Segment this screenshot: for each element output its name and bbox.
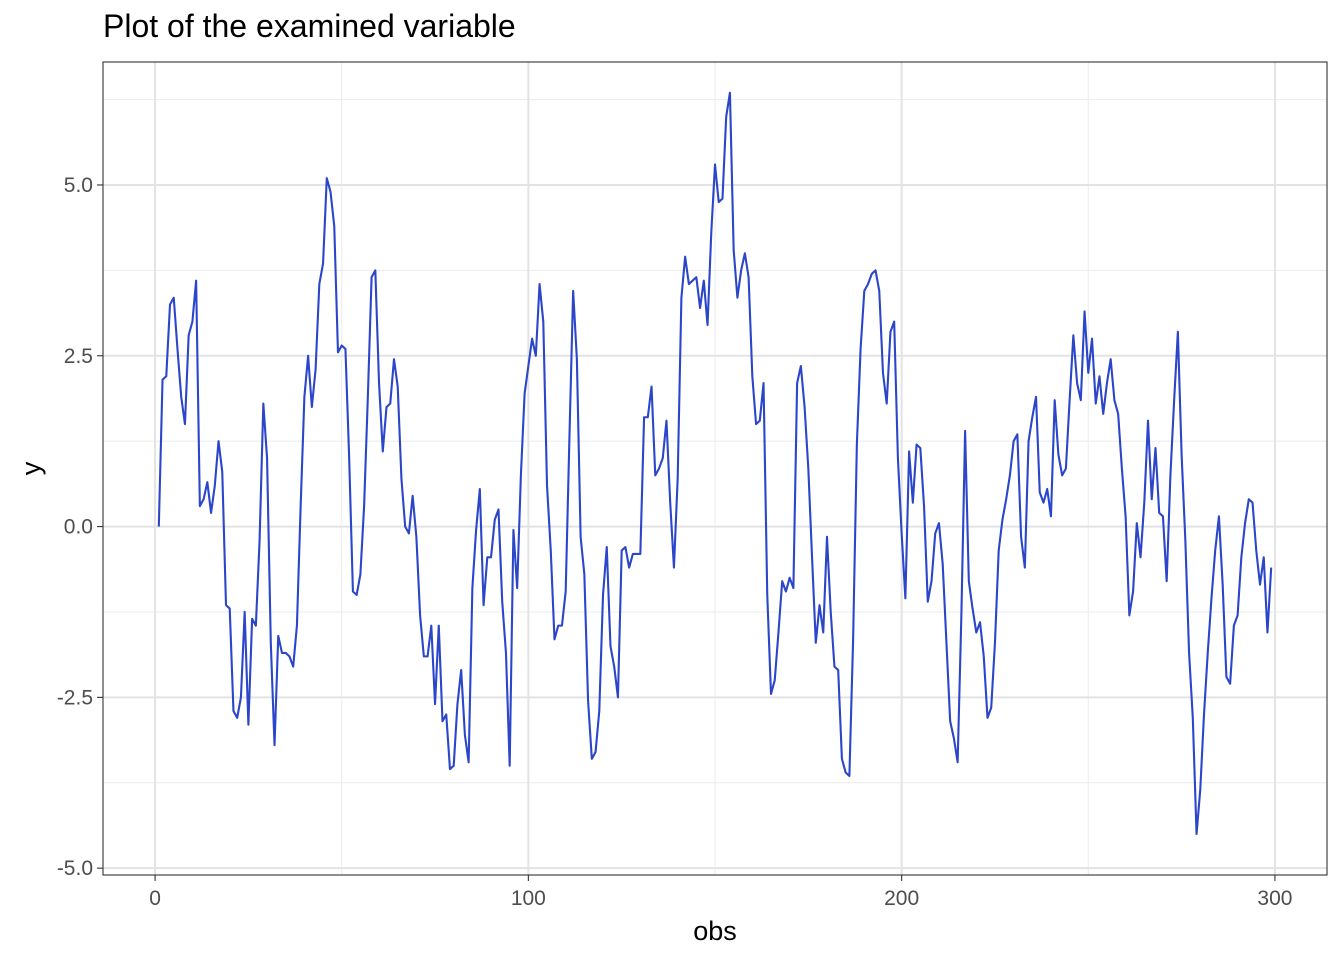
y-axis-ticks: -5.0 -2.5 0.0 2.5 5.0 [57, 174, 103, 880]
y-axis-label: y [16, 461, 46, 475]
chart-title: Plot of the examined variable [103, 8, 516, 44]
x-tick-label: 300 [1257, 887, 1292, 910]
x-tick-label: 200 [884, 887, 919, 910]
x-axis-label: obs [693, 916, 737, 946]
x-axis-ticks: 0 100 200 300 [149, 875, 1292, 910]
y-tick-label: -2.5 [57, 686, 93, 709]
y-tick-label: -5.0 [57, 857, 93, 880]
major-gridlines [103, 62, 1327, 875]
panel-border [102, 61, 1328, 876]
y-tick-label: 2.5 [64, 345, 93, 368]
x-tick-label: 100 [511, 887, 546, 910]
x-tick-label: 0 [149, 887, 161, 910]
y-tick-label: 0.0 [64, 516, 93, 539]
minor-gridlines [103, 62, 1327, 875]
series-line [157, 91, 1273, 836]
y-tick-label: 5.0 [64, 174, 93, 197]
